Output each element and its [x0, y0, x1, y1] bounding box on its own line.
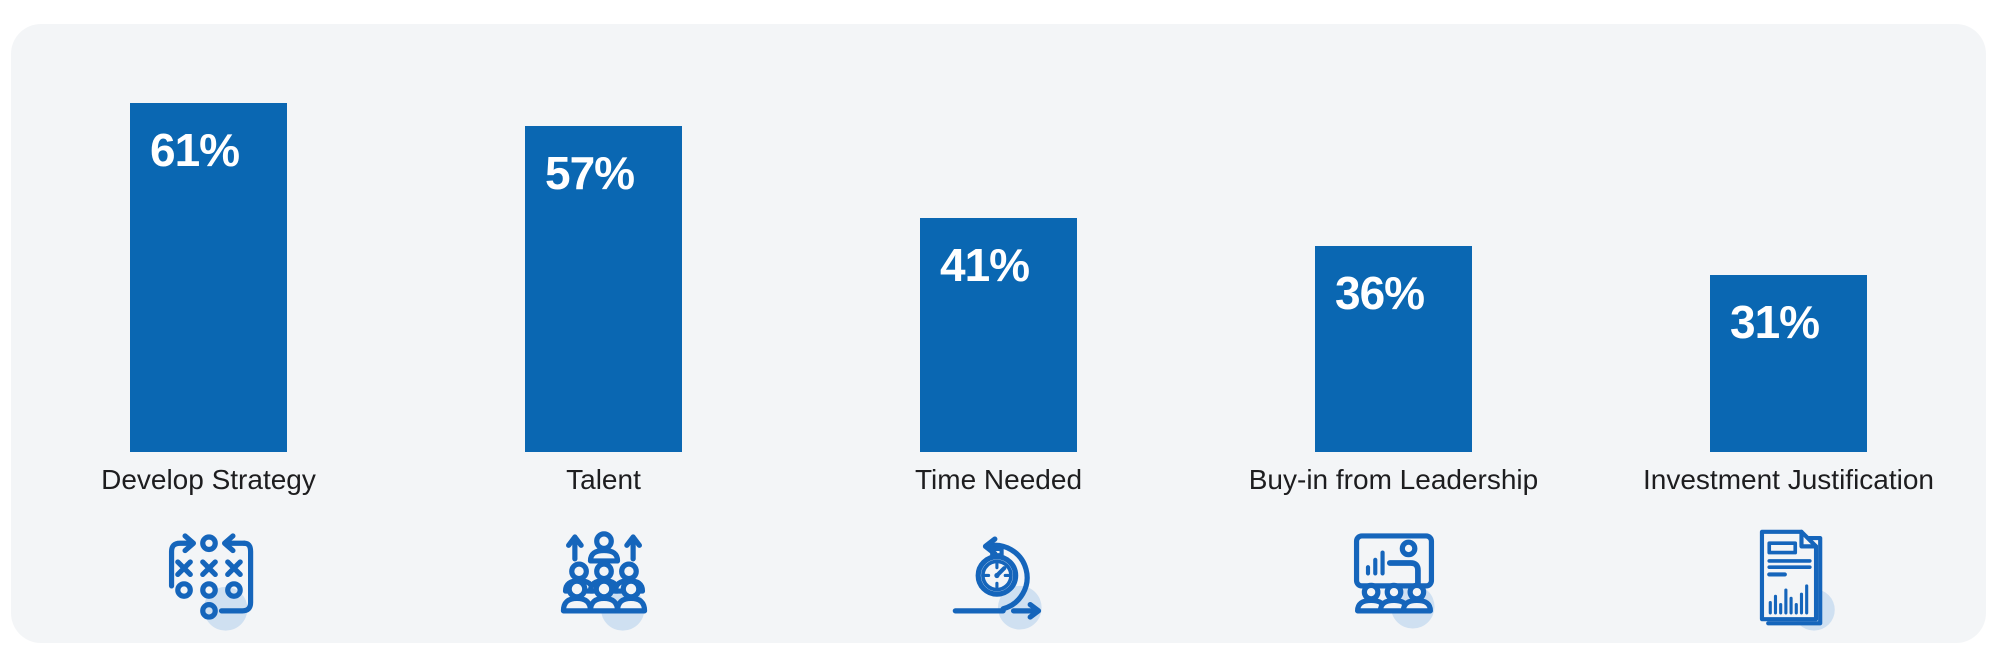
- category-label: Investment Justification: [1642, 464, 1935, 495]
- strategy-tactics-icon: [168, 533, 253, 631]
- bar-value-label: 41%: [940, 238, 1030, 291]
- bar-value-label: 61%: [150, 124, 240, 177]
- category-label: Develop Strategy: [101, 464, 316, 495]
- leadership-presentation-icon: [1353, 533, 1435, 629]
- chart-column-talent: 57% Talent: [406, 24, 801, 643]
- agile-time-icon: [952, 536, 1042, 630]
- category-label: Talent: [566, 464, 641, 495]
- icon-zone: [1342, 499, 1446, 636]
- icon-zone: [947, 499, 1051, 636]
- category-label: Time Needed: [914, 464, 1083, 495]
- bar: 61%: [130, 103, 287, 452]
- chart-column-develop-strategy: 61% Develop Strategy: [11, 24, 406, 643]
- chart-column-buy-in-from-leadership: 36% Buy-in from Leadership: [1196, 24, 1591, 643]
- bar: 41%: [920, 217, 1077, 452]
- icon-zone: [157, 499, 261, 636]
- chart-card: 61% Develop Strategy: [11, 24, 1986, 643]
- bar-value-label: 36%: [1335, 267, 1425, 320]
- talent-growth-icon: [560, 531, 647, 631]
- bar: 31%: [1710, 274, 1867, 452]
- bar-value-label: 57%: [545, 147, 635, 199]
- chart-column-time-needed: 41% Time Needed: [801, 24, 1196, 643]
- category-label: Buy-in from Leadership: [1248, 464, 1539, 495]
- icon-zone: [1737, 499, 1841, 636]
- chart-column-investment-justification: 31% Investment Justification: [1591, 24, 1986, 643]
- bar: 36%: [1315, 246, 1472, 452]
- icon-zone: [552, 499, 656, 636]
- bar-value-label: 31%: [1730, 295, 1820, 348]
- bar-zone: 36%: [1315, 24, 1472, 452]
- bar-zone: 61%: [130, 24, 287, 452]
- bar-zone: 41%: [920, 24, 1077, 452]
- bar-zone: 57%: [525, 24, 682, 452]
- bar-zone: 31%: [1710, 24, 1867, 452]
- bar: 57%: [525, 126, 682, 452]
- investment-report-icon: [1759, 529, 1835, 631]
